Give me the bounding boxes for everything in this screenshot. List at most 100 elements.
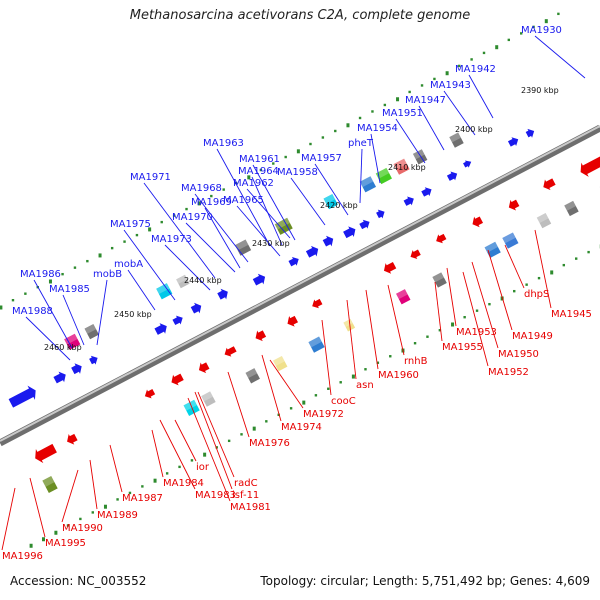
inner-scale-tick <box>54 530 58 535</box>
reverse-gene-label: MA1981 <box>230 502 271 513</box>
forward-leader-line <box>236 205 281 257</box>
reverse-leader-line <box>346 299 357 380</box>
reverse-gene-label: cooC <box>331 396 356 407</box>
outer-scale-tick <box>185 207 188 211</box>
outer-scale-tick <box>519 32 523 35</box>
gene-block <box>176 274 190 289</box>
outer-scale-tick <box>148 227 152 232</box>
outer-scale-tick <box>98 253 102 258</box>
forward-gene-arrow <box>8 385 36 408</box>
outer-scale-tick <box>445 71 449 76</box>
forward-gene-arrow <box>403 196 414 206</box>
forward-leader-line <box>534 35 586 79</box>
inner-scale-tick <box>537 276 541 280</box>
reverse-gene-label: MA1984 <box>163 478 204 489</box>
outer-scale-tick <box>48 279 52 284</box>
forward-gene-arrow <box>376 209 385 219</box>
kbp-label: 2460 kbp <box>44 343 82 352</box>
forward-gene-arrow <box>507 137 519 147</box>
forward-gene-label: MA1973 <box>151 234 192 245</box>
outer-scale-tick <box>495 45 499 50</box>
forward-gene-label: pheT <box>348 138 374 149</box>
reverse-leader-line <box>365 289 379 370</box>
inner-scale-tick <box>141 485 144 488</box>
forward-gene-label: MA1954 <box>357 123 398 134</box>
forward-gene-label: MA1975 <box>110 219 151 230</box>
reverse-leader-line <box>187 397 231 502</box>
forward-leader-line <box>123 229 176 301</box>
outer-scale-tick <box>371 110 374 113</box>
scale-ticks <box>0 12 600 548</box>
genome-summary-text: Topology: circular; Length: 5,751,492 bp… <box>260 574 590 588</box>
accession-text: Accession: NC_003552 <box>10 574 147 588</box>
outer-scale-tick <box>334 129 337 133</box>
reverse-gene-arrow <box>436 233 447 244</box>
reverse-gene-label: ior <box>196 462 210 473</box>
reverse-gene-arrow <box>410 249 421 259</box>
reverse-leader-line <box>471 261 499 349</box>
outer-scale-tick <box>61 272 64 276</box>
reverse-gene-label: MA1953 <box>456 327 497 338</box>
inner-scale-tick <box>314 394 318 397</box>
gene-block <box>64 333 81 350</box>
reverse-gene-arrow <box>383 262 397 274</box>
inner-scale-tick <box>488 302 491 306</box>
inner-scale-tick <box>451 322 455 327</box>
reverse-gene-label: MA1983 <box>195 490 236 501</box>
reverse-leader-line <box>269 359 304 409</box>
gene-block <box>396 289 411 305</box>
inner-scale-tick <box>327 387 330 390</box>
forward-gene-label: MA1947 <box>405 95 446 106</box>
forward-gene-arrow <box>359 219 370 230</box>
reverse-leader-line <box>174 419 197 462</box>
reverse-leader-line <box>109 444 123 493</box>
forward-gene-arrow <box>89 355 98 365</box>
gene-block <box>323 193 338 210</box>
genome-title: Methanosarcina acetivorans C2A, complete… <box>129 8 471 23</box>
forward-gene-label: MA1930 <box>521 25 562 36</box>
reverse-gene-arrow <box>67 433 78 445</box>
forward-gene-arrow <box>525 128 535 138</box>
gene-block <box>393 158 410 175</box>
gene-block <box>156 283 173 300</box>
forward-leader-line <box>143 182 216 279</box>
inner-scale-tick <box>525 283 528 286</box>
inner-scale-tick <box>153 478 157 483</box>
reverse-gene-label: MA1972 <box>303 409 344 420</box>
forward-gene-arrow <box>190 302 202 314</box>
forward-leader-line <box>33 279 73 349</box>
gene-block <box>273 356 288 372</box>
forward-gene-label: MA1942 <box>455 64 496 75</box>
reverse-gene-arrow <box>35 443 57 464</box>
inner-scale-tick <box>351 374 355 379</box>
label-leaders <box>1 35 586 551</box>
gene-block <box>274 217 293 235</box>
reverse-gene-arrow <box>472 216 484 228</box>
reverse-leader-line <box>534 229 552 309</box>
forward-gene-label: mobB <box>93 269 122 280</box>
gene-block <box>432 272 447 288</box>
reverse-leader-line <box>1 487 16 551</box>
outer-scale-tick <box>358 116 362 120</box>
kbp-label: 2390 kbp <box>521 86 559 95</box>
outer-scale-tick <box>284 155 287 159</box>
forward-gene-label: MA1962 <box>233 178 274 189</box>
forward-gene-label: MA1986 <box>20 269 61 280</box>
forward-gene-label: MA1961 <box>239 154 280 165</box>
inner-scale-tick <box>562 263 566 267</box>
outer-scale-tick <box>123 240 126 243</box>
forward-leader-line <box>25 316 71 361</box>
reverse-gene-label: isf-11 <box>232 490 259 501</box>
inner-scale-tick <box>364 368 367 371</box>
reverse-gene-arrow <box>171 373 184 386</box>
forward-leader-line <box>127 269 156 311</box>
forward-gene-label: MA1988 <box>12 306 53 317</box>
reverse-leader-line <box>61 469 79 523</box>
gene-block <box>343 318 356 332</box>
reverse-gene-label: MA1996 <box>2 551 43 562</box>
outer-scale-tick <box>11 298 15 302</box>
reverse-gene-arrow <box>224 346 237 357</box>
outer-scale-tick <box>197 201 201 206</box>
inner-scale-tick <box>103 504 107 509</box>
reverse-leader-line <box>504 244 525 289</box>
